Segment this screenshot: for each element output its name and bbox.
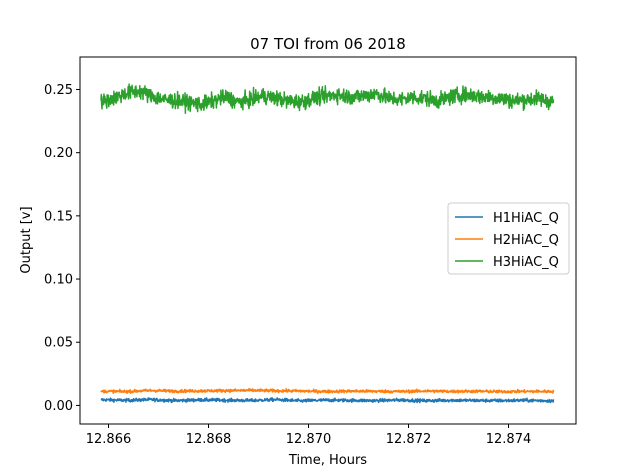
legend-label-H1HiAC_Q: H1HiAC_Q — [493, 211, 559, 226]
y-tick-label: 0.00 — [44, 399, 73, 414]
series-line-H2HiAC_Q — [100, 387, 555, 395]
y-tick-label: 0.15 — [44, 209, 73, 224]
series-line-H1HiAC_Q — [100, 397, 555, 404]
y-axis-label: Output [v] — [19, 206, 34, 273]
x-tick-label: 12.874 — [486, 432, 532, 447]
x-tick-label: 12.872 — [386, 432, 432, 447]
y-tick-label: 0.20 — [44, 146, 73, 161]
x-tick-label: 12.868 — [186, 432, 232, 447]
legend-items: H1HiAC_Q H2HiAC_Q H3HiAC_Q — [455, 211, 559, 270]
x-tick-label: 12.866 — [86, 432, 132, 447]
series-line-H3HiAC_Q — [100, 83, 555, 115]
plot-frame — [79, 56, 577, 425]
x-axis-label: Time, Hours — [288, 453, 367, 468]
y-tick-label: 0.10 — [44, 273, 73, 288]
y-tick-label: 0.05 — [44, 336, 73, 351]
y-tick-label: 0.25 — [44, 83, 73, 98]
x-axis-ticks: 12.866 12.868 12.870 12.872 12.874 — [86, 424, 532, 447]
chart-title: 07 TOI from 06 2018 — [250, 35, 406, 53]
y-axis-ticks: 0.00 0.05 0.10 0.15 0.20 0.25 — [44, 83, 80, 414]
legend-box — [447, 202, 570, 275]
legend-label-H2HiAC_Q: H2HiAC_Q — [493, 233, 559, 248]
series-layer — [100, 83, 555, 404]
x-tick-label: 12.870 — [286, 432, 332, 447]
legend-label-H3HiAC_Q: H3HiAC_Q — [493, 255, 559, 270]
legend: H1HiAC_Q H2HiAC_Q H3HiAC_Q — [447, 202, 570, 275]
